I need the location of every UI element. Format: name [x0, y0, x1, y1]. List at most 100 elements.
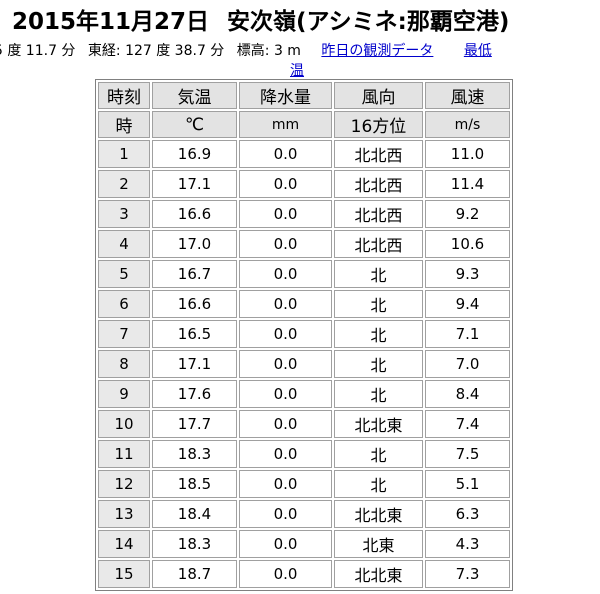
cell-wind-speed: 11.4 [425, 170, 510, 198]
cell-hour: 11 [98, 440, 150, 468]
cell-temperature: 17.0 [152, 230, 237, 258]
cell-temperature: 17.1 [152, 350, 237, 378]
cell-precipitation: 0.0 [239, 410, 332, 438]
cell-hour: 4 [98, 230, 150, 258]
header-row: 時刻 気温 降水量 風向 風速 [98, 82, 510, 109]
cell-temperature: 17.1 [152, 170, 237, 198]
station-info: 5 度 11.7 分 東経: 127 度 38.7 分 標高: 3 m 昨日の観… [0, 40, 492, 60]
cell-hour: 6 [98, 290, 150, 318]
cell-wind-speed: 8.4 [425, 380, 510, 408]
table-row: 10 17.7 0.0 北北東 7.4 [98, 410, 510, 438]
cell-temperature: 18.3 [152, 530, 237, 558]
cell-precipitation: 0.0 [239, 290, 332, 318]
table-row: 12 18.5 0.0 北 5.1 [98, 470, 510, 498]
header-wind-direction: 風向 [334, 82, 423, 109]
min-temp-link[interactable]: 最低 [463, 43, 492, 59]
longitude-label: 東経: [87, 43, 121, 59]
cell-wind-direction: 北北西 [334, 140, 423, 168]
cell-temperature: 16.7 [152, 260, 237, 288]
cell-precipitation: 0.0 [239, 260, 332, 288]
cell-precipitation: 0.0 [239, 200, 332, 228]
observation-table: 時刻 気温 降水量 風向 風速 時 ℃ mm 16方位 m/s 1 16.9 0.0… [95, 79, 513, 591]
table-row: 3 16.6 0.0 北北西 9.2 [98, 200, 510, 228]
cell-precipitation: 0.0 [239, 230, 332, 258]
cell-temperature: 18.4 [152, 500, 237, 528]
min-temp-link-wrap[interactable]: 温 [290, 63, 304, 79]
table-row: 13 18.4 0.0 北北東 6.3 [98, 500, 510, 528]
table-row: 8 17.1 0.0 北 7.0 [98, 350, 510, 378]
cell-precipitation: 0.0 [239, 440, 332, 468]
elevation-value: 3 m [273, 43, 301, 59]
cell-wind-speed: 9.2 [425, 200, 510, 228]
table-row: 1 16.9 0.0 北北西 11.0 [98, 140, 510, 168]
cell-precipitation: 0.0 [239, 350, 332, 378]
cell-temperature: 17.6 [152, 380, 237, 408]
cell-wind-direction: 北北西 [334, 200, 423, 228]
cell-temperature: 16.6 [152, 290, 237, 318]
cell-precipitation: 0.0 [239, 380, 332, 408]
table-row: 4 17.0 0.0 北北西 10.6 [98, 230, 510, 258]
cell-hour: 9 [98, 380, 150, 408]
cell-hour: 7 [98, 320, 150, 348]
cell-wind-speed: 7.5 [425, 440, 510, 468]
cell-hour: 15 [98, 560, 150, 588]
unit-temperature: ℃ [152, 111, 237, 138]
cell-wind-direction: 北北西 [334, 170, 423, 198]
cell-wind-direction: 北 [334, 380, 423, 408]
cell-hour: 14 [98, 530, 150, 558]
table-row: 5 16.7 0.0 北 9.3 [98, 260, 510, 288]
cell-hour: 13 [98, 500, 150, 528]
cell-wind-speed: 9.3 [425, 260, 510, 288]
cell-hour: 1 [98, 140, 150, 168]
cell-precipitation: 0.0 [239, 560, 332, 588]
cell-wind-speed: 9.4 [425, 290, 510, 318]
cell-wind-direction: 北 [334, 470, 423, 498]
cell-temperature: 16.9 [152, 140, 237, 168]
cell-precipitation: 0.0 [239, 500, 332, 528]
cell-temperature: 16.6 [152, 200, 237, 228]
cell-precipitation: 0.0 [239, 170, 332, 198]
cell-hour: 10 [98, 410, 150, 438]
table-row: 15 18.7 0.0 北北東 7.3 [98, 560, 510, 588]
cell-temperature: 16.5 [152, 320, 237, 348]
cell-temperature: 17.7 [152, 410, 237, 438]
cell-wind-direction: 北 [334, 290, 423, 318]
cell-hour: 2 [98, 170, 150, 198]
cell-wind-speed: 5.1 [425, 470, 510, 498]
title-station: 安次嶺(アシミネ:那覇空港) [227, 9, 510, 35]
header-hour: 時刻 [98, 82, 150, 109]
cell-precipitation: 0.0 [239, 140, 332, 168]
cell-precipitation: 0.0 [239, 530, 332, 558]
cell-wind-direction: 北北東 [334, 410, 423, 438]
unit-hour: 時 [98, 111, 150, 138]
unit-precipitation: mm [239, 111, 332, 138]
cell-hour: 12 [98, 470, 150, 498]
cell-temperature: 18.5 [152, 470, 237, 498]
table-row: 9 17.6 0.0 北 8.4 [98, 380, 510, 408]
cell-wind-speed: 11.0 [425, 140, 510, 168]
title-date: 2015年11月27日 [12, 9, 210, 35]
cell-wind-speed: 4.3 [425, 530, 510, 558]
longitude-value: 127 度 38.7 分 [125, 43, 225, 59]
table-row: 14 18.3 0.0 北東 4.3 [98, 530, 510, 558]
cell-hour: 3 [98, 200, 150, 228]
cell-precipitation: 0.0 [239, 320, 332, 348]
header-precipitation: 降水量 [239, 82, 332, 109]
cell-hour: 5 [98, 260, 150, 288]
cell-wind-speed: 7.1 [425, 320, 510, 348]
cell-wind-speed: 7.0 [425, 350, 510, 378]
cell-temperature: 18.7 [152, 560, 237, 588]
cell-wind-direction: 北北東 [334, 500, 423, 528]
observation-rows: 1 16.9 0.0 北北西 11.0 2 17.1 0.0 北北西 11.4 3 16.6 0.0 北北… [98, 140, 510, 588]
table-row: 2 17.1 0.0 北北西 11.4 [98, 170, 510, 198]
table-row: 11 18.3 0.0 北 7.5 [98, 440, 510, 468]
page-title: 2015年11月27日 安次嶺(アシミネ:那覇空港) [12, 2, 509, 36]
yesterday-data-link[interactable]: 昨日の観測データ [321, 43, 434, 59]
cell-wind-speed: 7.4 [425, 410, 510, 438]
cell-wind-direction: 北東 [334, 530, 423, 558]
cell-wind-direction: 北北東 [334, 560, 423, 588]
table-row: 7 16.5 0.0 北 7.1 [98, 320, 510, 348]
header-wind-speed: 風速 [425, 82, 510, 109]
elevation-label: 標高: [236, 43, 270, 59]
